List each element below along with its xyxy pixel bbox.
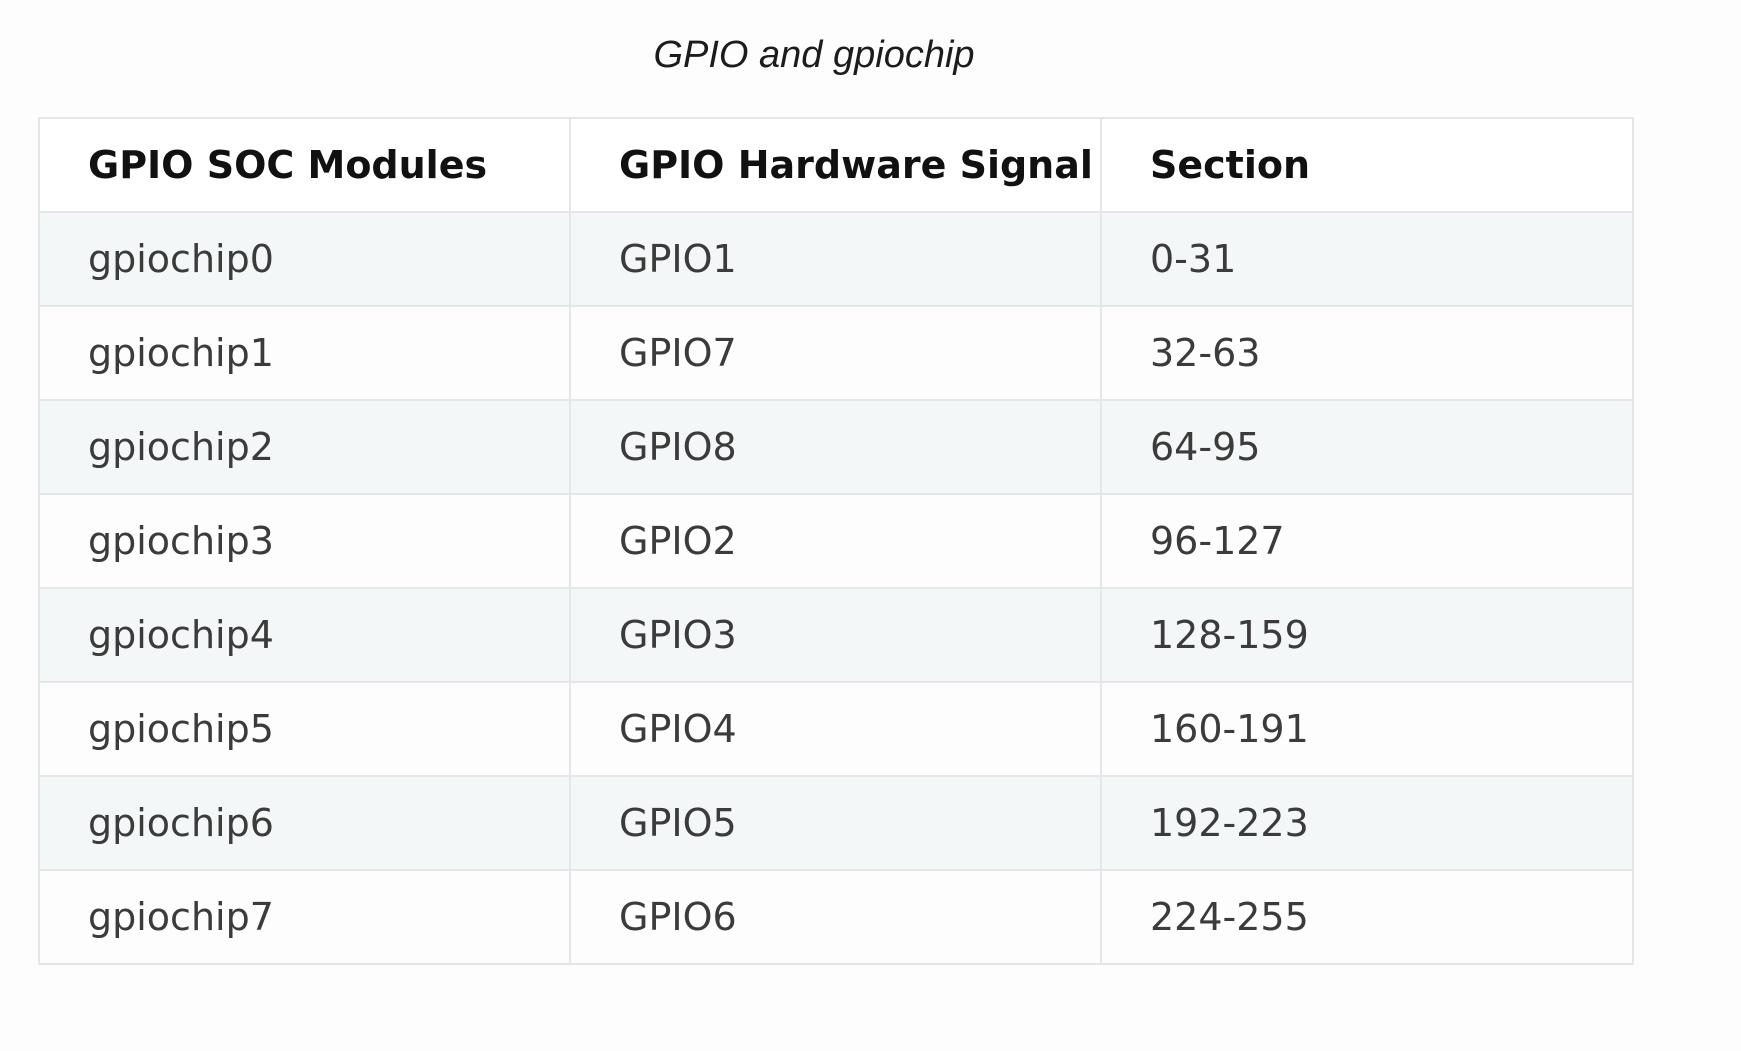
- table-row: gpiochip0 GPIO1 0-31: [38, 211, 1634, 307]
- table-header-row: GPIO SOC Modules GPIO Hardware Signal Se…: [38, 117, 1634, 213]
- section-cell: 64-95: [1100, 399, 1634, 495]
- hardware-signal-cell: GPIO1: [569, 211, 1102, 307]
- hardware-signal-cell: GPIO4: [569, 681, 1102, 777]
- table-row: gpiochip1 GPIO7 32-63: [38, 305, 1634, 401]
- soc-module-cell: gpiochip0: [38, 211, 571, 307]
- table-row: gpiochip2 GPIO8 64-95: [38, 399, 1634, 495]
- section-cell: 32-63: [1100, 305, 1634, 401]
- table-row: gpiochip6 GPIO5 192-223: [38, 775, 1634, 871]
- table-caption: GPIO and gpiochip: [653, 34, 975, 76]
- hardware-signal-cell: GPIO6: [569, 869, 1102, 965]
- section-cell: 96-127: [1100, 493, 1634, 589]
- hardware-signal-cell: GPIO5: [569, 775, 1102, 871]
- section-cell: 128-159: [1100, 587, 1634, 683]
- section-cell: 192-223: [1100, 775, 1634, 871]
- column-header-hardware-signal: GPIO Hardware Signal: [569, 117, 1102, 213]
- soc-module-cell: gpiochip7: [38, 869, 571, 965]
- section-cell: 160-191: [1100, 681, 1634, 777]
- gpio-table: GPIO SOC Modules GPIO Hardware Signal Se…: [38, 117, 1634, 965]
- column-header-section: Section: [1100, 117, 1634, 213]
- hardware-signal-cell: GPIO2: [569, 493, 1102, 589]
- table-row: gpiochip7 GPIO6 224-255: [38, 869, 1634, 965]
- table-row: gpiochip5 GPIO4 160-191: [38, 681, 1634, 777]
- hardware-signal-cell: GPIO8: [569, 399, 1102, 495]
- soc-module-cell: gpiochip5: [38, 681, 571, 777]
- section-cell: 0-31: [1100, 211, 1634, 307]
- column-header-soc-modules: GPIO SOC Modules: [38, 117, 571, 213]
- soc-module-cell: gpiochip3: [38, 493, 571, 589]
- table-row: gpiochip4 GPIO3 128-159: [38, 587, 1634, 683]
- section-cell: 224-255: [1100, 869, 1634, 965]
- soc-module-cell: gpiochip6: [38, 775, 571, 871]
- soc-module-cell: gpiochip1: [38, 305, 571, 401]
- soc-module-cell: gpiochip4: [38, 587, 571, 683]
- soc-module-cell: gpiochip2: [38, 399, 571, 495]
- hardware-signal-cell: GPIO7: [569, 305, 1102, 401]
- hardware-signal-cell: GPIO3: [569, 587, 1102, 683]
- table-row: gpiochip3 GPIO2 96-127: [38, 493, 1634, 589]
